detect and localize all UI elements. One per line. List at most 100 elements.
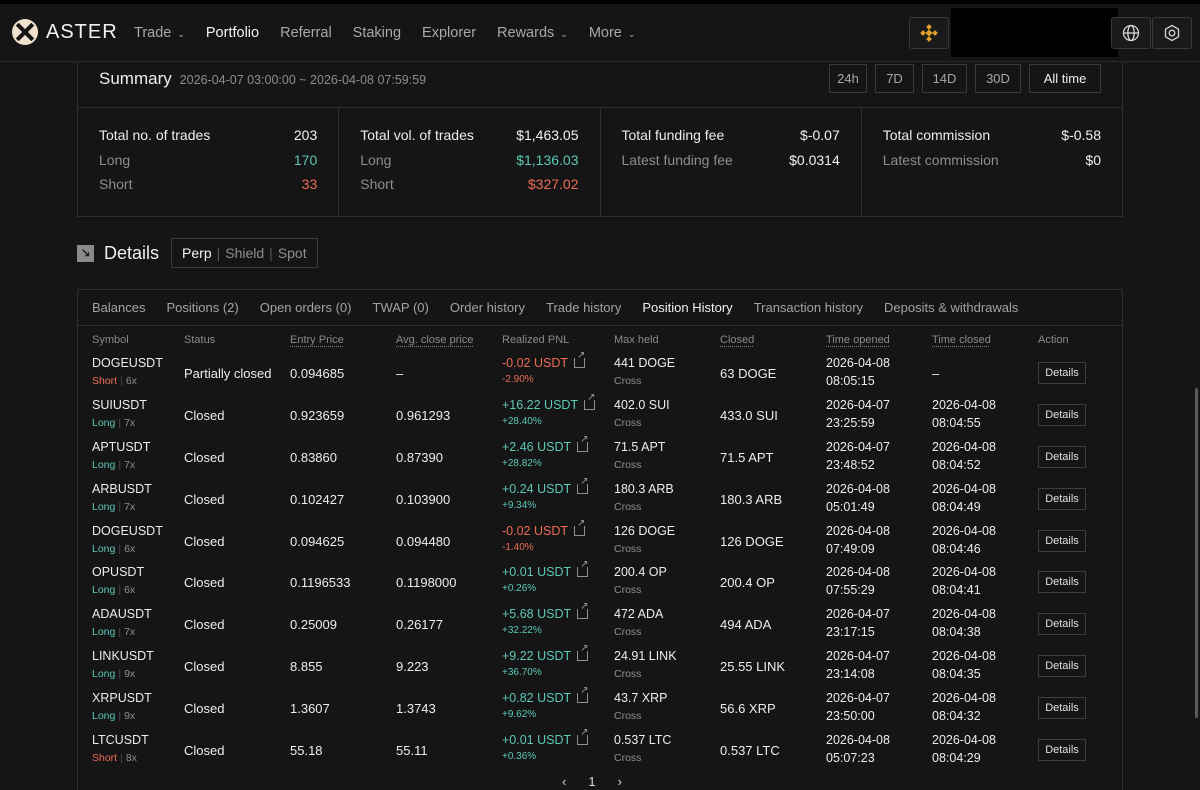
stat-value: 170 (293, 151, 318, 168)
side-divider: | (118, 626, 122, 639)
symbol[interactable]: DOGEUSDT (92, 523, 163, 538)
share-icon[interactable] (577, 559, 589, 578)
details-button[interactable]: Details (1038, 613, 1086, 636)
time-opened-time: 07:55:29 (826, 583, 875, 598)
bnb-chain-button[interactable] (909, 17, 949, 49)
share-icon[interactable] (577, 601, 589, 620)
column-header-entry-price[interactable]: Entry Price (290, 334, 344, 346)
range-button-all-time[interactable]: All time (1029, 64, 1101, 93)
nav-item-label: Referral (280, 25, 332, 41)
symbol[interactable]: LTCUSDT (92, 733, 149, 748)
symbol[interactable]: SUIUSDT (92, 397, 147, 412)
tab-trade-history[interactable]: Trade history (545, 300, 622, 315)
segment-perp[interactable]: Perp (182, 245, 212, 261)
brand-name: ASTER (46, 20, 118, 43)
nav-item-label: More (588, 25, 622, 41)
symbol[interactable]: ADAUSDT (92, 607, 152, 622)
avg-close-price: 0.103900 (396, 491, 451, 507)
tab-balances[interactable]: Balances (92, 300, 146, 315)
symbol[interactable]: APTUSDT (92, 439, 151, 454)
realized-pnl-percent: +9.62% (502, 709, 537, 721)
tab-twap-0[interactable]: TWAP (0) (372, 300, 429, 315)
symbol[interactable]: DOGEUSDT (92, 356, 163, 370)
aster-logo-icon (12, 19, 38, 45)
nav-item-more[interactable]: More ⌄ (589, 25, 636, 41)
share-icon[interactable] (574, 350, 585, 368)
details-button[interactable]: Details (1038, 487, 1086, 510)
segment-shield[interactable]: Shield (225, 245, 265, 261)
current-page[interactable]: 1 (588, 774, 596, 789)
details-button[interactable]: Details (1038, 655, 1086, 678)
time-closed-date: 2026-04-08 (932, 565, 996, 580)
share-icon[interactable] (584, 392, 595, 410)
position-side: Long (92, 668, 116, 681)
side-divider: | (118, 416, 122, 429)
share-icon[interactable] (577, 727, 589, 746)
prev-page-icon[interactable]: ‹ (562, 774, 567, 789)
column-header-time-opened[interactable]: Time opened (826, 334, 890, 346)
realized-pnl-percent: +28.82% (502, 457, 542, 469)
column-header-max-held: Max held (614, 334, 659, 346)
tab-positions-2[interactable]: Positions (2) (166, 300, 239, 315)
nav-item-explorer[interactable]: Explorer (422, 25, 476, 41)
entry-price: 8.855 (290, 659, 323, 675)
summary-stat-row: Short 33 (99, 172, 317, 197)
max-held: 180.3 ARB (614, 481, 674, 496)
tab-transaction-history[interactable]: Transaction history (753, 300, 864, 315)
side-leverage: Long | 9x (92, 710, 135, 722)
tab-position-history[interactable]: Position History (642, 300, 733, 315)
stat-label: Short (99, 176, 133, 193)
nav-item-portfolio[interactable]: Portfolio (206, 25, 259, 41)
nav-item-rewards[interactable]: Rewards ⌄ (497, 25, 568, 41)
time-closed-time: 08:04:35 (932, 667, 981, 682)
symbol[interactable]: ARBUSDT (92, 481, 152, 496)
column-header-time-closed[interactable]: Time closed (932, 334, 991, 346)
language-button[interactable] (1111, 17, 1151, 49)
column-header-closed[interactable]: Closed (720, 334, 755, 346)
nav-item-referral[interactable]: Referral (280, 25, 332, 41)
stat-value: 33 (301, 176, 318, 193)
range-selector: 24h 7D 14D 30D All time (829, 64, 1101, 93)
collapse-arrow-icon[interactable]: ↘ (77, 244, 94, 262)
details-button[interactable]: Details (1038, 445, 1086, 468)
range-button-7d[interactable]: 7D (875, 64, 914, 93)
time-opened-time: 23:50:00 (826, 709, 875, 724)
avg-close-price: 0.87390 (396, 449, 443, 465)
share-icon[interactable] (574, 518, 585, 536)
logo[interactable]: ASTER (12, 19, 118, 45)
range-button-30d[interactable]: 30D (975, 64, 1021, 93)
summary-stat-row: Long $1,136.03 (360, 148, 578, 173)
range-button-24h[interactable]: 24h (829, 64, 867, 93)
details-button[interactable]: Details (1038, 697, 1086, 720)
tab-open-orders-0[interactable]: Open orders (0) (259, 300, 352, 315)
symbol[interactable]: LINKUSDT (92, 649, 154, 664)
settings-button[interactable] (1152, 17, 1192, 49)
tab-order-history[interactable]: Order history (449, 300, 525, 315)
status: Closed (184, 701, 225, 717)
realized-pnl-percent: +0.26% (502, 583, 537, 595)
symbol[interactable]: XRPUSDT (92, 691, 152, 706)
details-button[interactable]: Details (1038, 362, 1086, 384)
share-icon[interactable] (577, 643, 589, 662)
tab-deposits-withdrawals[interactable]: Deposits & withdrawals (884, 300, 1019, 315)
leverage: 7x (124, 500, 136, 513)
details-button[interactable]: Details (1038, 739, 1086, 762)
details-button[interactable]: Details (1038, 529, 1086, 552)
leverage: 7x (124, 458, 136, 471)
details-button[interactable]: Details (1038, 571, 1086, 594)
share-icon[interactable] (577, 434, 589, 452)
details-button[interactable]: Details (1038, 403, 1086, 426)
stat-label: Total vol. of trades (360, 127, 474, 144)
share-icon[interactable] (577, 476, 589, 494)
time-closed-time: 08:04:55 (932, 415, 981, 430)
segment-spot[interactable]: Spot (277, 245, 307, 261)
nav-item-staking[interactable]: Staking (353, 25, 401, 41)
scrollbar[interactable] (1195, 388, 1198, 718)
nav-item-trade[interactable]: Trade ⌄ (134, 25, 185, 41)
range-button-14d[interactable]: 14D (922, 64, 967, 93)
next-page-icon[interactable]: › (617, 774, 622, 789)
share-icon[interactable] (577, 685, 589, 704)
symbol[interactable]: OPUSDT (92, 565, 145, 580)
realized-pnl-value: +0.24 USDT (502, 481, 572, 496)
column-header-avg-close-price[interactable]: Avg. close price (396, 334, 474, 346)
